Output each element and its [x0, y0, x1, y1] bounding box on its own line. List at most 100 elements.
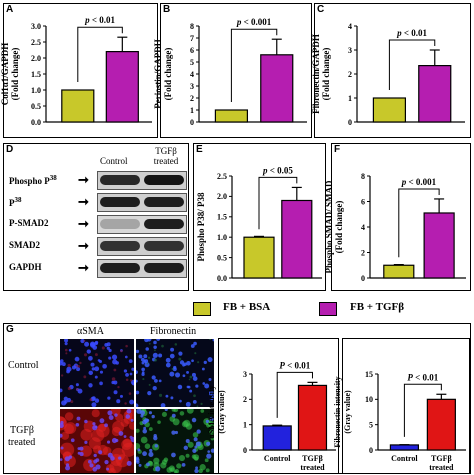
micro-cell	[106, 440, 111, 444]
y-tick-label: 1	[243, 420, 247, 429]
significance-bracket	[276, 371, 313, 418]
micro-cell	[126, 460, 132, 466]
micro-cell	[193, 394, 196, 398]
y-axis-label: (Gray value)	[217, 390, 226, 434]
panel-a: A 0.0 0.5 1.0 1.5 2.0 2.5 3.0 Col1α1/GAPDH (Fold…	[0, 3, 158, 138]
micro-cell	[84, 419, 88, 424]
micro-cell	[147, 356, 151, 359]
blot-band	[100, 241, 140, 251]
micro-cell	[172, 367, 177, 372]
micro-cell	[208, 377, 212, 382]
y-tick-label: 1.5	[217, 213, 227, 222]
micro-cell	[111, 437, 118, 444]
micro-cell	[94, 398, 100, 403]
micro-cell	[136, 370, 138, 375]
micro-cell	[157, 420, 161, 424]
y-tick-label: 0.5	[217, 253, 227, 262]
bar	[426, 398, 456, 451]
micro-cell	[75, 422, 80, 427]
micro-cell	[146, 462, 150, 467]
micro-cell	[189, 389, 193, 393]
y-tick-label: 1.0	[31, 86, 41, 95]
micro-cell	[60, 374, 64, 377]
micro-cell	[158, 353, 163, 358]
bar	[423, 212, 455, 279]
y-tick-label: 0.5	[31, 102, 41, 111]
micro-cell	[196, 429, 201, 434]
significance-label: p < 0.05	[262, 165, 293, 175]
chart-e: 0.0 0.5 1.0 1.5 2.0 2.5 Phospho P38/ P38 p < 0.…	[196, 165, 322, 283]
micro-cell	[200, 402, 203, 405]
significance-bracket	[403, 383, 442, 437]
micro-cell	[77, 451, 81, 455]
micro-cell	[138, 354, 143, 359]
micro-cell	[170, 347, 175, 352]
micro-cell	[192, 376, 198, 381]
micro-cell	[182, 374, 186, 378]
y-axis-label: Phospho P38/ P38	[196, 192, 206, 262]
micro-cell	[143, 426, 147, 430]
y-tick-label: 2	[348, 70, 352, 79]
micro-cell	[106, 467, 110, 471]
micro-cell	[111, 377, 116, 381]
blot-band	[100, 219, 140, 229]
micro-cell	[75, 364, 78, 367]
micro-cell	[141, 371, 145, 375]
y-tick-label: 10	[365, 395, 373, 404]
blot-band	[100, 263, 140, 273]
panel-letter: C	[317, 4, 325, 15]
panel-c: C 0 1 2 3 4 Fibronectin/GAPDH (Fold change) p <…	[311, 3, 471, 138]
y-axis-label: Phospho SMAD/ SMAD	[324, 180, 334, 274]
micro-cell	[165, 362, 171, 368]
micro-cell	[90, 362, 95, 367]
micro-cell	[64, 412, 74, 421]
micro-cell	[99, 370, 104, 374]
micro-cell	[204, 458, 209, 463]
micro-cell	[67, 363, 71, 368]
micro-cell	[65, 352, 68, 355]
micro-cell	[130, 436, 134, 443]
y-tick-label: 6	[361, 197, 365, 206]
x-tick-label: Control	[264, 454, 291, 463]
blot-band	[144, 197, 184, 207]
micro-cell	[183, 419, 191, 427]
y-tick-label: 2	[361, 248, 365, 257]
micro-cell	[154, 444, 158, 448]
y-tick-label: 5	[190, 58, 194, 67]
micro-cell	[151, 414, 155, 419]
micro-cell	[88, 383, 93, 388]
micro-cell	[206, 441, 211, 446]
y-axis-label: (Fold change)	[334, 201, 344, 254]
micro-cell	[178, 357, 182, 361]
bar	[297, 384, 328, 451]
legend-swatch-bsa	[193, 302, 211, 316]
micro-cell	[138, 463, 142, 467]
micro-cell	[148, 411, 153, 415]
micro-cell	[178, 351, 183, 356]
micro-cell	[179, 399, 182, 403]
y-tick-label: 7	[190, 34, 194, 43]
panel-g: G αSMA Fibronectin Control TGFβ treated …	[3, 323, 471, 474]
y-axis-label: Fibronectin/GAPDH	[311, 34, 321, 114]
chart-f: 0 2 4 6 8 Phospho SMAD/ SMAD (Fold change) p < …	[324, 172, 466, 283]
y-tick-label: 0	[190, 118, 194, 127]
micro-cell	[110, 409, 121, 416]
micro-cell	[177, 384, 183, 390]
micro-control-fibronectin	[136, 339, 214, 407]
micro-cell	[68, 455, 73, 459]
micro-cell	[158, 393, 163, 397]
y-tick-label: 3	[348, 46, 352, 55]
micro-cell	[84, 440, 88, 444]
micro-cell	[129, 379, 133, 382]
micro-cell	[183, 362, 187, 366]
micro-cell	[169, 353, 175, 359]
micro-cell	[190, 344, 195, 348]
micro-cell	[148, 451, 154, 457]
micro-cell	[140, 436, 148, 444]
significance-label: p < 0.01	[396, 28, 427, 38]
blot-band	[144, 219, 184, 229]
bar	[105, 50, 139, 123]
micro-cell	[210, 436, 214, 441]
micro-cell	[125, 373, 129, 377]
micro-cell	[86, 349, 91, 354]
